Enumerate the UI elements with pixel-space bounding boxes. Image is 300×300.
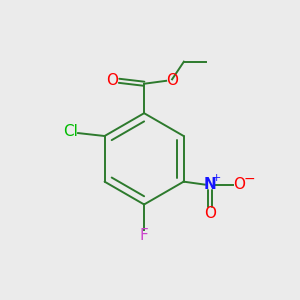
Text: O: O <box>106 73 119 88</box>
Text: O: O <box>234 177 246 192</box>
Text: F: F <box>140 229 148 244</box>
Text: +: + <box>211 173 221 183</box>
Text: O: O <box>204 206 216 221</box>
Text: O: O <box>166 73 178 88</box>
Text: −: − <box>243 172 255 186</box>
Text: N: N <box>204 177 217 192</box>
Text: Cl: Cl <box>63 124 78 139</box>
